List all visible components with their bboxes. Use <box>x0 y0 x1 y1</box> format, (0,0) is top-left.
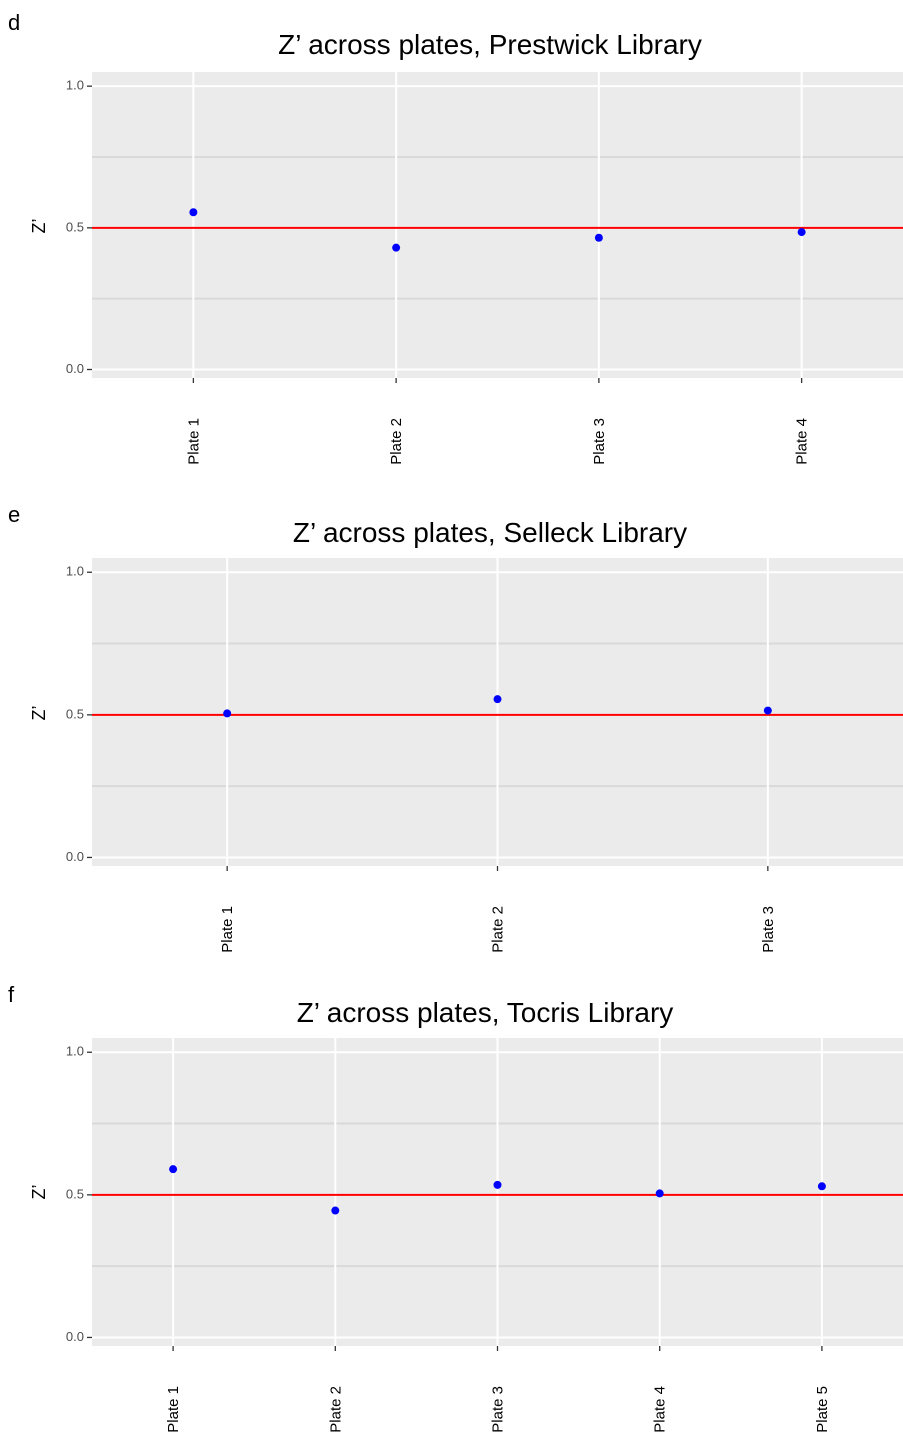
panel-label-f: f <box>8 982 15 1007</box>
data-point-tocris <box>655 1189 664 1198</box>
x-tick-label-tocris: Plate 3 <box>490 1386 507 1433</box>
plot-area-selleck: 0.0 0.5 1.0 Plate 1 Plate 2 Plate 3 <box>66 558 903 953</box>
chart-title-tocris: Z’ across plates, Tocris Library <box>297 997 674 1028</box>
data-point-tocris <box>817 1182 826 1191</box>
panel-label-d: d <box>8 10 20 35</box>
x-tick-label-tocris: Plate 2 <box>327 1386 344 1433</box>
data-point-tocris <box>331 1206 340 1215</box>
y-axis-title-prestwick: Z’ <box>29 219 49 234</box>
data-point-prestwick <box>797 228 806 237</box>
data-point-selleck <box>493 695 502 704</box>
data-point-selleck <box>763 706 772 715</box>
x-tick-label-selleck: Plate 2 <box>490 906 507 953</box>
chart-title-selleck: Z’ across plates, Selleck Library <box>293 517 687 548</box>
y-tick-label-prestwick: 0.0 <box>66 361 84 376</box>
x-tick-label-selleck: Plate 1 <box>219 906 236 953</box>
x-tick-label-prestwick: Plate 1 <box>185 418 202 465</box>
y-tick-label-selleck: 1.0 <box>66 564 84 579</box>
y-tick-label-prestwick: 1.0 <box>66 78 84 93</box>
data-point-selleck <box>223 709 232 718</box>
data-point-tocris <box>493 1180 502 1189</box>
x-tick-label-tocris: Plate 5 <box>814 1386 831 1433</box>
y-tick-label-tocris: 0.0 <box>66 1329 84 1344</box>
x-tick-label-prestwick: Plate 4 <box>794 418 811 465</box>
x-tick-label-tocris: Plate 1 <box>165 1386 182 1433</box>
y-tick-label-selleck: 0.0 <box>66 849 84 864</box>
chart-panel-selleck: e Z’ across plates, Selleck Library Z’ 0… <box>8 502 903 953</box>
panel-background-prestwick <box>92 72 903 378</box>
x-tick-label-prestwick: Plate 2 <box>388 418 405 465</box>
y-tick-label-tocris: 1.0 <box>66 1044 84 1059</box>
data-point-prestwick <box>189 208 198 217</box>
x-tick-label-tocris: Plate 4 <box>652 1386 669 1433</box>
plot-area-prestwick: 0.0 0.5 1.0 Plate 1 Plate 2 Plate 3 Plate 4 <box>66 72 903 465</box>
x-tick-label-prestwick: Plate 3 <box>591 418 608 465</box>
x-tick-label-selleck: Plate 3 <box>760 906 777 953</box>
y-tick-label-tocris: 0.5 <box>66 1186 84 1201</box>
data-point-tocris <box>169 1165 178 1174</box>
data-point-prestwick <box>392 243 401 252</box>
chart-title-prestwick: Z’ across plates, Prestwick Library <box>278 29 702 60</box>
y-axis-title-tocris: Z’ <box>29 1185 49 1200</box>
data-point-prestwick <box>594 233 603 242</box>
y-tick-label-selleck: 0.5 <box>66 706 84 721</box>
chart-panel-prestwick: d Z’ across plates, Prestwick Library Z’… <box>8 10 903 465</box>
y-tick-label-prestwick: 0.5 <box>66 219 84 234</box>
panel-label-e: e <box>8 502 20 527</box>
y-axis-title-selleck: Z’ <box>29 706 49 721</box>
chart-panel-tocris: f Z’ across plates, Tocris Library Z’ 0.… <box>8 982 903 1433</box>
plot-area-tocris: 0.0 0.5 1.0 Plate 1 Plate 2 Plate 3 Plate 4 Pla… <box>66 1038 903 1433</box>
